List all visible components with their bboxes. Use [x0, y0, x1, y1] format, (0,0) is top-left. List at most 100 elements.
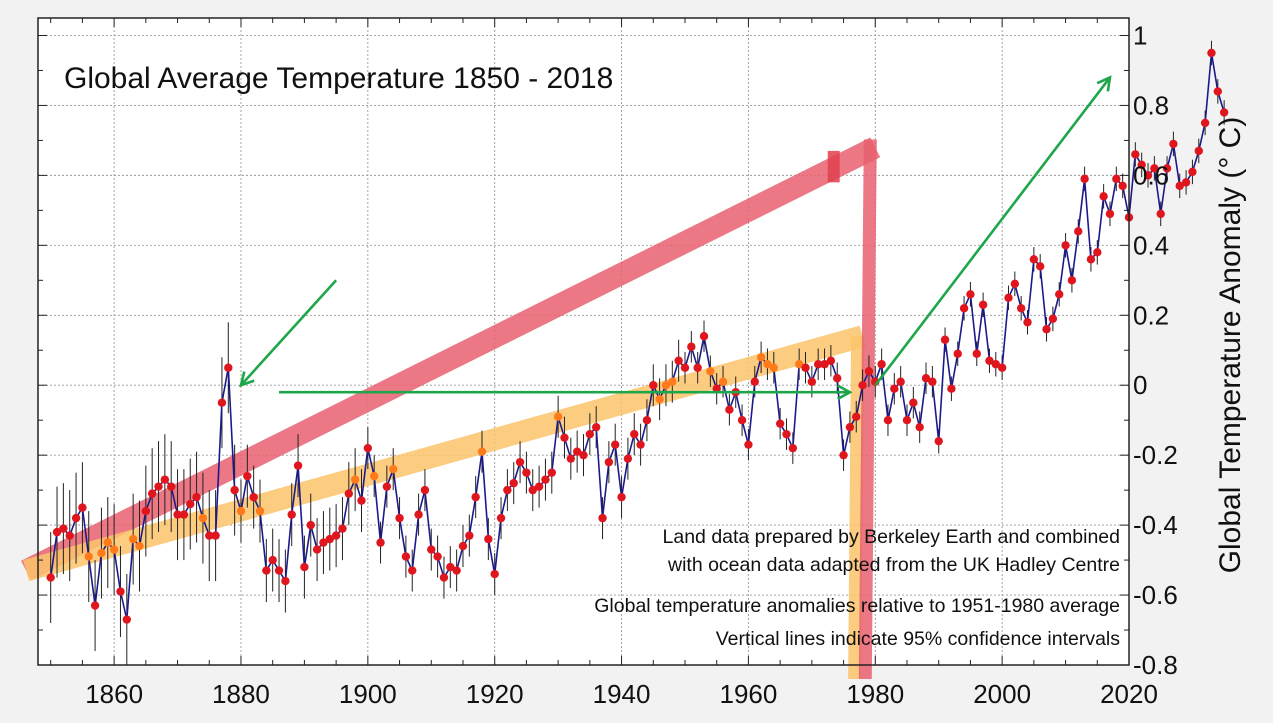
data-point	[890, 384, 899, 393]
data-point	[699, 332, 709, 341]
y-tick-labels: -0.8 -0.6 -0.4 -0.2 0 0.2 0.4 0.6 0.8 1	[1133, 20, 1178, 680]
data-point	[883, 415, 893, 425]
data-point	[966, 290, 975, 299]
data-point	[217, 398, 227, 407]
trend-band-red	[21, 137, 881, 581]
data-point	[1099, 192, 1108, 201]
y-tick-label: 0.4	[1133, 230, 1169, 260]
data-point	[750, 377, 759, 386]
annotation-line-3: Global temperature anomalies relative to…	[594, 595, 1120, 617]
y-tick-label: 1	[1133, 20, 1147, 50]
trend-band-orange-drop	[848, 336, 865, 680]
data-point	[1213, 87, 1223, 96]
data-point	[1055, 290, 1064, 299]
data-point	[414, 510, 423, 519]
data-point	[1061, 241, 1070, 250]
data-point	[97, 548, 106, 558]
data-point	[1169, 139, 1178, 149]
plot-border	[37, 17, 1130, 666]
data-point	[135, 541, 144, 551]
data-point	[65, 531, 74, 540]
data-point	[249, 492, 258, 502]
data-point	[389, 464, 398, 474]
data-point	[1175, 181, 1184, 191]
data-point	[585, 429, 595, 439]
y-axis-label: Global Temperature Anomaly (° C)	[1214, 117, 1247, 574]
data-point	[192, 492, 201, 502]
data-point	[433, 552, 442, 561]
data-point	[630, 429, 639, 439]
data-point	[769, 363, 778, 372]
arrow-head-2	[836, 384, 853, 401]
data-point	[515, 457, 525, 467]
data-point	[160, 475, 170, 484]
data-point	[763, 360, 772, 369]
chart-title: Global Average Temperature 1850 - 2018	[64, 62, 613, 95]
data-point	[1219, 108, 1229, 117]
data-point	[236, 506, 246, 516]
data-point	[420, 485, 430, 495]
data-point	[154, 482, 163, 491]
data-point	[1035, 262, 1045, 271]
data-point	[909, 398, 918, 407]
data-point	[293, 461, 303, 470]
data-point	[985, 356, 994, 365]
x-tick-label: 1860	[85, 679, 143, 709]
data-point	[775, 419, 785, 428]
data-point	[262, 566, 271, 575]
data-point	[274, 566, 284, 575]
data-point	[300, 562, 309, 572]
x-tick-label: 2000	[973, 679, 1031, 709]
y-tick-label: -0.4	[1133, 510, 1178, 540]
data-point	[534, 482, 544, 491]
annotation-line-1: Land data prepared by Berkeley Earth and…	[663, 526, 1120, 548]
data-point	[604, 457, 614, 467]
data-point	[439, 573, 449, 582]
data-point	[179, 510, 189, 519]
y-tick-label: -0.6	[1133, 580, 1178, 610]
data-point	[78, 503, 87, 512]
data-point	[617, 492, 626, 502]
arrow-1	[240, 279, 338, 387]
data-point	[452, 566, 461, 575]
data-point	[1023, 318, 1032, 327]
data-point	[858, 381, 867, 390]
trend-band-red-drop	[858, 139, 877, 680]
data-point	[953, 349, 962, 358]
data-point	[1093, 248, 1102, 257]
data-point	[427, 545, 436, 554]
data-point	[1086, 255, 1096, 264]
data-point	[84, 552, 93, 561]
data-point	[408, 566, 417, 575]
data-point	[1004, 293, 1013, 302]
data-point	[167, 482, 176, 491]
data-point	[896, 377, 905, 386]
data-point	[522, 468, 531, 477]
data-point	[1207, 48, 1216, 58]
data-point	[915, 422, 924, 432]
data-point	[338, 524, 347, 533]
data-point	[1067, 276, 1077, 285]
data-point	[1181, 178, 1191, 187]
x-tick-label: 1960	[719, 679, 777, 709]
data-point	[623, 454, 633, 463]
data-point	[1200, 118, 1210, 128]
data-point	[813, 360, 823, 369]
data-point	[128, 534, 138, 544]
data-point	[46, 573, 55, 582]
data-point	[801, 363, 810, 372]
data-points	[46, 48, 1229, 624]
data-point	[281, 576, 290, 586]
data-point	[1016, 304, 1026, 313]
data-point	[991, 360, 1000, 369]
data-point	[839, 450, 848, 460]
data-point	[1048, 314, 1058, 323]
temperature-line	[49, 52, 1225, 620]
data-point	[509, 478, 518, 488]
data-point	[363, 443, 373, 453]
data-point	[782, 429, 791, 439]
data-point	[642, 415, 652, 425]
data-point	[528, 485, 537, 495]
data-point	[1080, 174, 1089, 184]
data-point	[141, 506, 151, 516]
